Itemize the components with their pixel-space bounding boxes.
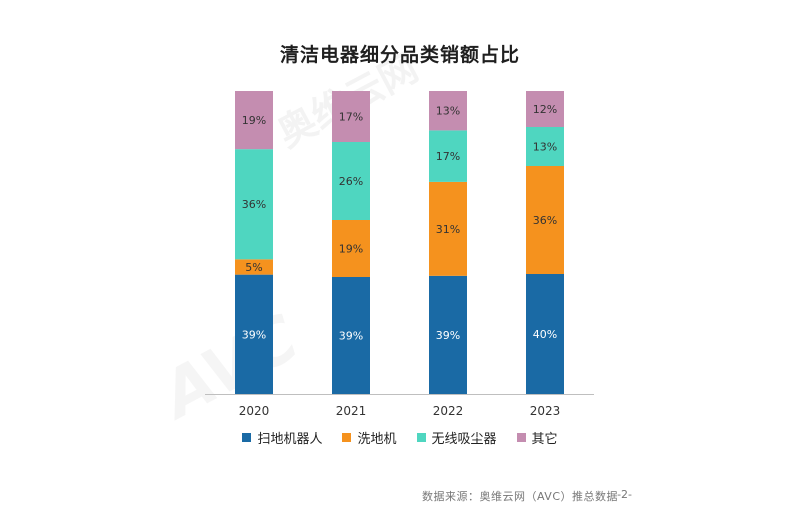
bar-segment-2022-2 — [429, 181, 467, 276]
bar-segment-2023-1 — [526, 274, 564, 394]
legend-item-2: 洗地机 — [342, 428, 397, 447]
legend-label: 扫地机器人 — [257, 432, 323, 447]
x-tick-label-2020: 2020 — [239, 404, 270, 418]
bar-segment-2020-1 — [235, 274, 273, 394]
data-label-2022-4: 13% — [436, 105, 460, 118]
bar-segment-2020-3 — [235, 149, 273, 260]
page-number: -2- — [617, 488, 632, 501]
legend-item-1: 扫地机器人 — [242, 428, 322, 447]
data-label-2020-1: 39% — [242, 328, 266, 341]
legend-item-3: 无线吸尘器 — [416, 428, 497, 447]
source-note: 数据来源：奥维云网（AVC）推总数据 — [421, 490, 618, 503]
x-tick-label-2021: 2021 — [336, 404, 367, 418]
bar-segment-2021-3 — [332, 142, 370, 220]
chart-legend: 扫地机器人 洗地机 无线吸尘器 其它 — [0, 428, 800, 447]
legend-label: 无线吸尘器 — [431, 432, 497, 447]
legend-swatch — [516, 433, 526, 442]
bar-segment-2022-4 — [429, 91, 467, 131]
stacked-bar-chart: 39% 5% 36% 19% 2020 39% 19% 26% 17% 2021 39% 31% 17%… — [205, 91, 594, 418]
data-label-2023-4: 12% — [533, 103, 557, 116]
bar-segment-2022-1 — [429, 275, 467, 394]
bar-segment-2022-3 — [429, 130, 467, 182]
data-label-2022-2: 31% — [436, 223, 460, 236]
bar-segment-2023-3 — [526, 127, 564, 166]
legend-label: 其它 — [531, 432, 558, 447]
legend-swatch — [342, 433, 352, 442]
data-label-2023-3: 13% — [533, 141, 557, 154]
data-label-2020-3: 36% — [242, 198, 266, 211]
data-label-2021-4: 17% — [339, 111, 363, 124]
bar-segment-2020-4 — [235, 91, 273, 150]
bar-segment-2023-4 — [526, 91, 564, 127]
legend-item-4: 其它 — [516, 428, 558, 447]
data-label-2020-4: 19% — [242, 114, 266, 127]
bar-segment-2020-2 — [235, 259, 273, 275]
data-label-2023-1: 40% — [533, 328, 557, 341]
bar-segment-2021-2 — [332, 220, 370, 277]
bar-segment-2021-4 — [332, 91, 370, 142]
bar-segment-2023-2 — [526, 166, 564, 274]
chart-title: 清洁电器细分品类销额占比 — [279, 44, 520, 66]
data-label-2020-2: 5% — [245, 261, 262, 274]
data-label-2022-3: 17% — [436, 150, 460, 163]
legend-label: 洗地机 — [357, 432, 397, 447]
legend-swatch — [242, 433, 252, 442]
x-tick-label-2023: 2023 — [530, 404, 561, 418]
bar-segment-2021-1 — [332, 277, 370, 394]
x-tick-label-2022: 2022 — [433, 404, 464, 418]
data-label-2021-1: 39% — [339, 330, 363, 343]
data-label-2023-2: 36% — [533, 214, 557, 227]
data-label-2022-1: 39% — [436, 329, 460, 342]
legend-swatch — [416, 433, 426, 442]
data-label-2021-2: 19% — [339, 243, 363, 256]
data-label-2021-3: 26% — [339, 175, 363, 188]
